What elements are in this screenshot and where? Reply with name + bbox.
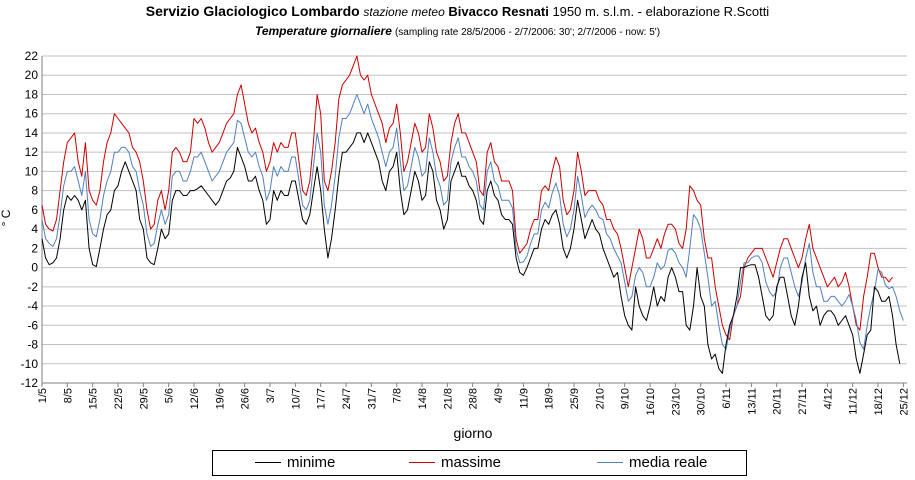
legend-label-media: media reale (629, 454, 708, 471)
legend-item-minime: minime (255, 454, 335, 471)
legend-item-media: media reale (597, 454, 707, 471)
y-tick-label: 8 (31, 184, 38, 198)
x-tick-label: 1/5 (37, 388, 49, 403)
x-tick-label: 2/10 (594, 388, 606, 409)
x-tick-label: 7/8 (392, 388, 404, 403)
x-tick-label: 5/6 (164, 388, 176, 403)
x-tick-label: 25/12 (898, 388, 910, 416)
x-tick-label: 29/5 (138, 388, 150, 409)
x-tick-label: 15/5 (88, 388, 100, 409)
x-tick-label: 3/7 (265, 388, 277, 403)
legend-item-massime: massime (409, 454, 501, 471)
y-tick-label: 20 (25, 68, 39, 82)
x-tick-label: 18/9 (544, 388, 556, 409)
x-tick-label: 14/8 (417, 388, 429, 409)
title-main: Servizio Glaciologico Lombardo (145, 3, 360, 19)
title-rest: 1950 m. s.l.m. - elaborazione R.Scotti (552, 4, 770, 19)
x-tick-label: 13/11 (746, 388, 758, 415)
x-tick-label: 25/9 (569, 388, 581, 409)
y-tick-label: 4 (31, 222, 38, 236)
title-station: Bivacco Resnati (448, 4, 549, 19)
x-tick-label: 28/8 (468, 388, 480, 409)
x-tick-label: 12/6 (189, 388, 201, 409)
x-tick-label: 19/6 (214, 388, 226, 409)
series-line-max (41, 55, 893, 341)
x-tick-label: 27/11 (797, 388, 809, 415)
x-tick-label: 9/10 (620, 388, 632, 409)
x-tick-label: 17/7 (316, 388, 328, 409)
y-tick-label: -10 (21, 357, 39, 371)
y-tick-label: 2 (31, 241, 38, 255)
x-tick-label: 24/7 (341, 388, 353, 409)
y-tick-label: 18 (25, 87, 39, 101)
y-tick-label: 12 (25, 145, 39, 159)
series-line-min (41, 132, 901, 374)
x-axis-label: giorno (454, 425, 493, 441)
x-tick-label: 4/12 (822, 388, 834, 409)
x-tick-label: 22/5 (113, 388, 125, 409)
subtitle-main: Temperature giornaliere (254, 24, 392, 38)
x-tick-label: 30/10 (696, 388, 708, 416)
x-tick-label: 20/11 (772, 388, 784, 415)
y-tick-label: -6 (27, 318, 38, 332)
x-tick-label: 8/5 (62, 388, 74, 403)
legend-label-massime: massime (441, 454, 502, 471)
y-tick-label: -12 (21, 376, 39, 390)
y-tick-label: -2 (27, 280, 38, 294)
legend-label-minime: minime (287, 454, 336, 471)
y-tick-label: 6 (31, 203, 38, 217)
x-tick-label: 16/10 (645, 388, 657, 416)
y-tick-label: -8 (27, 338, 38, 352)
x-tick-label: 21/8 (442, 388, 454, 409)
x-tick-label: 31/7 (366, 388, 378, 409)
y-axis-label: ° C (0, 209, 13, 226)
x-tick-label: 11/9 (518, 388, 530, 409)
series-line-avg (41, 94, 904, 350)
chart-title: Servizio Glaciologico Lombardo stazione … (0, 3, 915, 19)
title-station-prefix: stazione meteo (363, 5, 445, 19)
y-tick-label: 10 (25, 164, 39, 178)
x-tick-label: 26/6 (240, 388, 252, 409)
legend-swatch-minime (255, 462, 281, 463)
y-tick-label: 16 (25, 107, 39, 121)
x-tick-label: 6/11 (721, 388, 733, 409)
y-tick-label: 14 (25, 126, 39, 140)
y-tick-label: 0 (31, 261, 38, 275)
legend-swatch-massime (409, 462, 435, 463)
legend-swatch-media (597, 462, 623, 463)
subtitle-note: (sampling rate 28/5/2006 - 2/7/2006: 30'… (394, 27, 661, 38)
y-tick-label: -4 (27, 299, 38, 313)
x-tick-label: 10/7 (290, 388, 302, 409)
series (41, 55, 904, 374)
x-tick-label: 18/12 (873, 388, 885, 416)
legend: minime massime media reale (212, 450, 747, 476)
x-tick-label: 4/9 (493, 388, 505, 403)
x-tick-label: 23/10 (670, 388, 682, 416)
x-tick-label: 11/12 (848, 388, 860, 415)
y-tick-label: 22 (25, 49, 39, 63)
chart-subtitle: Temperature giornaliere (sampling rate 2… (0, 24, 915, 38)
grid (42, 55, 907, 384)
